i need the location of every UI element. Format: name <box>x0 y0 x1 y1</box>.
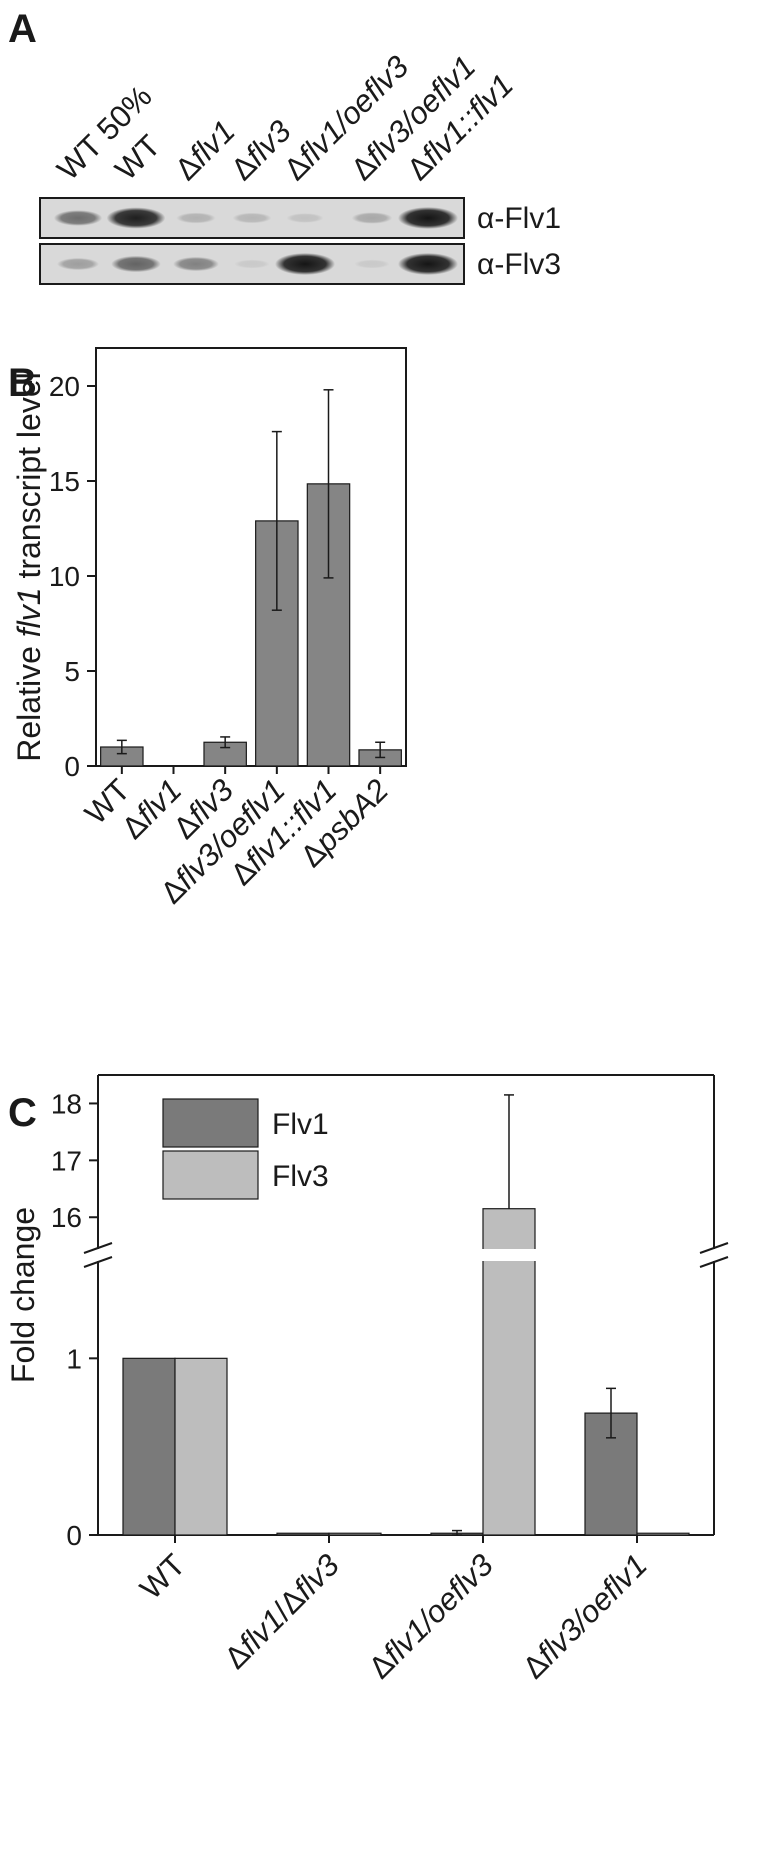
panel-a-letter: A <box>8 7 37 51</box>
bar-flv1 <box>122 1357 176 1536</box>
blot-band <box>232 212 272 224</box>
y-tick-label: 18 <box>51 1088 82 1119</box>
legend-label: Flv1 <box>272 1108 329 1141</box>
antibody-label: α-Flv3 <box>477 248 561 281</box>
blot-band <box>111 255 161 273</box>
plot-frame <box>95 347 407 767</box>
blot-band <box>173 256 219 272</box>
x-category-label: Δflv1/Δflv3 <box>218 1547 346 1675</box>
y-tick-label: 16 <box>51 1202 82 1233</box>
blot-band <box>275 253 335 275</box>
blot-band <box>354 259 390 269</box>
axis-break-mark <box>83 1256 113 1268</box>
x-category-label: WT <box>133 1547 192 1606</box>
y-tick-label: 0 <box>66 1520 82 1551</box>
bar-flv3 <box>328 1532 382 1536</box>
axis-break-mark <box>699 1256 729 1268</box>
blot-band <box>398 253 458 275</box>
blot-band <box>57 257 99 271</box>
bar-break-gap <box>481 1249 537 1261</box>
panel-c-letter: C <box>8 1091 37 1135</box>
blot-band <box>234 259 270 269</box>
y-tick-label: 17 <box>51 1145 82 1176</box>
y-tick-label: 1 <box>66 1343 82 1374</box>
y-tick-label: 5 <box>64 656 80 687</box>
bar-flv3 <box>174 1357 228 1536</box>
blot-band <box>286 213 324 223</box>
transcript-level-chart: 05101520WTΔflv1Δflv3Δflv3/oeflv1Δflv1::f… <box>11 347 407 910</box>
y-tick-label: 0 <box>64 751 80 782</box>
bar-flv1 <box>276 1532 330 1536</box>
x-category-label: Δflv1/oeflv3 <box>362 1547 500 1685</box>
panel-b-letter: B <box>8 361 37 405</box>
western-blot-panel: WT 50%WT Δflv1Δflv3Δflv1/oeflv3Δflv3/oefl… <box>39 49 561 285</box>
legend-swatch <box>162 1098 259 1148</box>
blot-band <box>176 212 216 224</box>
legend-swatch <box>162 1150 259 1200</box>
y-tick-label: 15 <box>49 466 80 497</box>
y-axis-title: Relative flv1 transcript level <box>11 372 47 761</box>
lane-label: Δflv3 <box>224 113 298 187</box>
axis-break-mark <box>699 1242 729 1254</box>
blot-band <box>106 207 166 229</box>
y-tick-label: 10 <box>49 561 80 592</box>
y-tick-label: 20 <box>49 371 80 402</box>
legend-label: Flv3 <box>272 1160 329 1193</box>
blot-band <box>53 210 103 226</box>
blot-band <box>398 207 458 229</box>
lane-label: Δflv1 <box>168 113 242 187</box>
blot-band <box>351 212 393 224</box>
antibody-label: α-Flv1 <box>477 202 561 235</box>
axis-break-mark <box>83 1242 113 1254</box>
x-category-label: Δflv3/oeflv1 <box>516 1547 654 1685</box>
bar-flv3 <box>636 1532 690 1536</box>
y-axis-title: Fold change <box>5 1207 41 1383</box>
